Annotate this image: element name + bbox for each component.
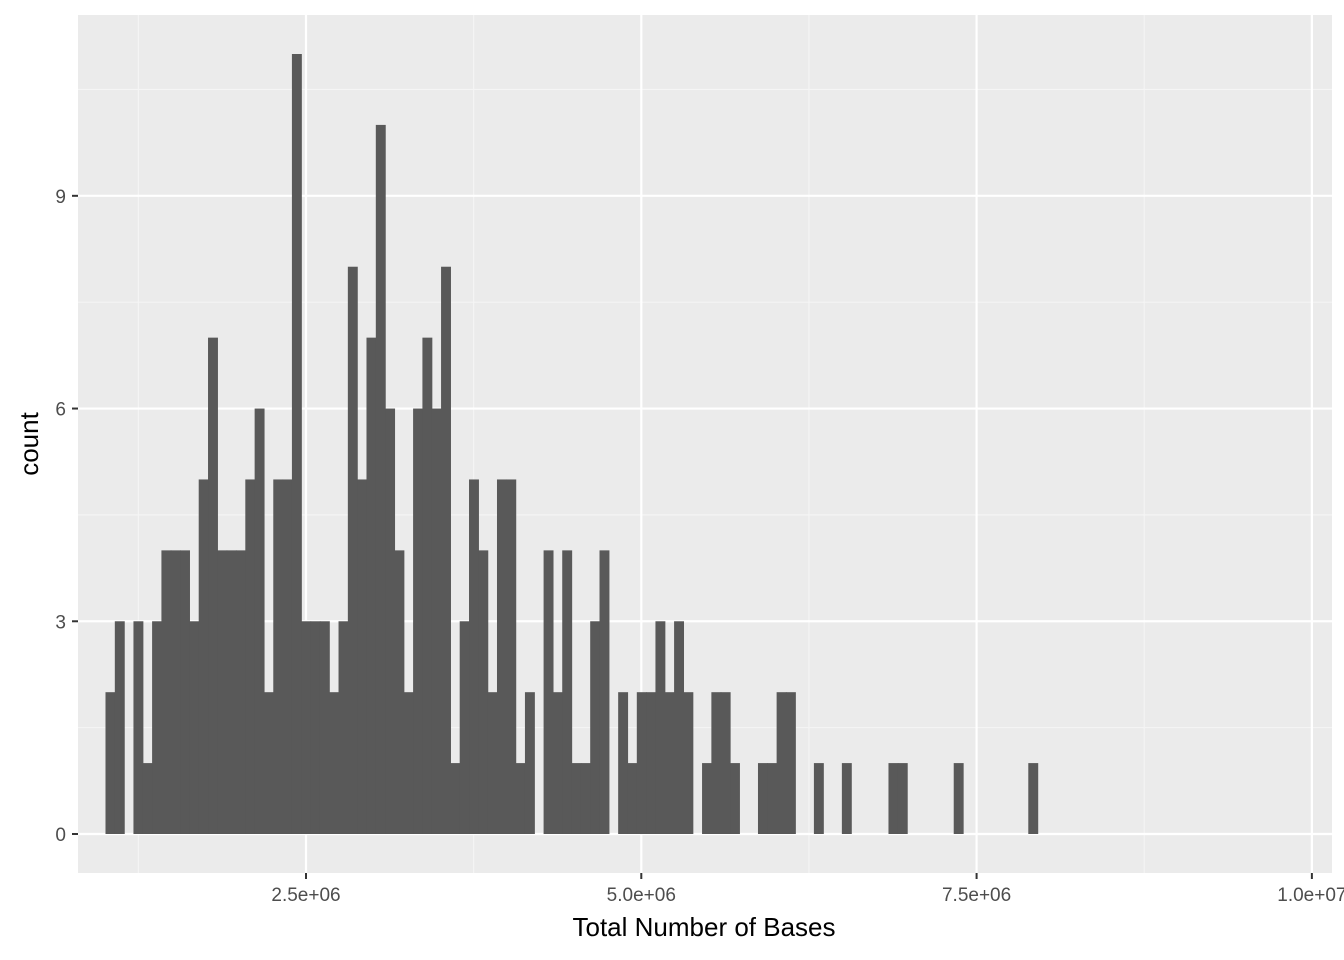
histogram-bar — [888, 763, 899, 834]
histogram-bar — [599, 550, 610, 834]
histogram-bar — [813, 763, 824, 834]
histogram-bar — [347, 266, 358, 834]
histogram-bar — [226, 550, 237, 834]
histogram-bar — [552, 692, 563, 834]
histogram-bar — [450, 763, 461, 834]
histogram-bar — [1028, 763, 1039, 834]
y-tick-label: 9 — [55, 187, 66, 208]
histogram-bar — [664, 692, 675, 834]
histogram-bar — [133, 621, 144, 834]
histogram-bar — [580, 763, 591, 834]
histogram-bar — [776, 692, 787, 834]
histogram-bar — [646, 692, 657, 834]
y-axis-title: count — [14, 411, 44, 475]
histogram-bar — [319, 621, 330, 834]
histogram-bar — [636, 692, 647, 834]
histogram-bar — [273, 479, 284, 834]
x-axis-title: Total Number of Bases — [572, 912, 835, 942]
histogram-bar — [841, 763, 852, 834]
histogram-bar — [394, 550, 405, 834]
histogram-bar — [674, 621, 685, 834]
histogram-bar — [152, 621, 163, 834]
histogram-bar — [441, 266, 451, 834]
y-tick-label: 3 — [55, 612, 66, 633]
histogram-bar — [487, 692, 498, 834]
histogram-bar — [757, 763, 768, 834]
x-axis-ticks: 2.5e+06 5.0e+06 7.5e+06 1.0e+07 — [271, 873, 1344, 906]
histogram-bar — [590, 621, 601, 834]
minor-gridlines — [78, 15, 1332, 873]
histogram-bar — [683, 692, 694, 834]
x-tick-label: 5.0e+06 — [607, 885, 676, 906]
histogram-bar — [459, 621, 470, 834]
histogram-bar — [338, 621, 349, 834]
histogram-bar — [702, 763, 712, 834]
y-axis-ticks: 0 3 6 9 — [55, 187, 78, 846]
histogram-bar — [180, 550, 190, 834]
histogram-bar — [403, 692, 414, 834]
histogram-bar — [897, 763, 908, 834]
histogram-bar — [515, 763, 526, 834]
histogram-bar — [366, 337, 377, 834]
histogram-bar — [189, 621, 200, 834]
histogram-bar — [198, 479, 209, 834]
histogram-bar — [310, 621, 321, 834]
histogram-bar — [245, 479, 256, 834]
histogram-bar — [142, 763, 153, 834]
histogram-bar — [170, 550, 181, 834]
histogram-bar — [711, 692, 722, 834]
x-tick-label: 1.0e+07 — [1277, 885, 1344, 906]
histogram-bar — [105, 692, 116, 834]
histogram-bar — [720, 692, 731, 834]
x-tick-label: 7.5e+06 — [942, 885, 1011, 906]
histogram-bar — [329, 692, 340, 834]
histogram-bar — [235, 550, 246, 834]
histogram-bar — [217, 550, 228, 834]
histogram-bar — [375, 124, 386, 835]
histogram-bar — [730, 763, 740, 834]
histogram-bar — [291, 54, 302, 834]
histogram-bar — [413, 408, 424, 834]
y-tick-label: 0 — [55, 825, 66, 846]
histogram-bar — [282, 479, 293, 834]
histogram-bar — [469, 479, 479, 834]
histogram-bar — [208, 337, 218, 834]
histogram-bar — [263, 692, 274, 834]
histogram-bar — [767, 763, 778, 834]
histogram-bar — [496, 479, 507, 834]
histogram-bar — [618, 692, 629, 834]
histogram-bar — [543, 550, 554, 834]
histogram-bars — [105, 54, 1039, 835]
histogram-bar — [506, 479, 517, 834]
y-tick-label: 6 — [55, 400, 66, 421]
histogram-bar — [254, 408, 265, 834]
histogram-bar — [478, 550, 489, 834]
histogram-bar — [571, 763, 582, 834]
histogram-bar — [161, 550, 172, 834]
histogram-bar — [357, 479, 368, 834]
histogram-bar — [562, 550, 573, 834]
histogram-bar — [655, 621, 666, 834]
histogram-bar — [627, 763, 638, 834]
histogram-bar — [785, 692, 796, 834]
histogram-bar — [524, 692, 535, 834]
histogram-bar — [953, 763, 964, 834]
histogram-bar — [422, 337, 433, 834]
histogram-bar — [385, 408, 396, 834]
histogram-bar — [301, 621, 312, 834]
histogram-bar — [114, 621, 125, 834]
histogram-bar — [431, 408, 442, 834]
x-tick-label: 2.5e+06 — [271, 885, 340, 906]
